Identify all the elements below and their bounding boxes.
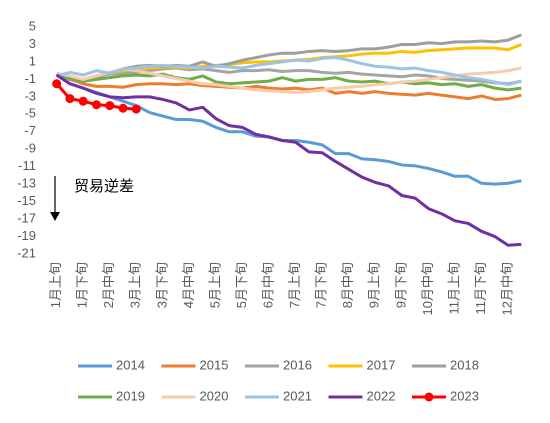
point [105,101,115,111]
x-tick-label: 11月下旬 [473,262,488,315]
legend-label: 2020 [200,388,229,403]
x-tick-label: 7月下旬 [314,262,329,308]
y-tick-label: -1 [24,71,36,86]
x-tick-label: 10月中旬 [420,262,435,315]
annotation-arrowhead [50,212,60,221]
x-tick-label: 9月下旬 [393,262,408,308]
x-tick-label: 1月下旬 [75,262,90,308]
x-tick-label: 8月中旬 [340,262,355,308]
y-tick-label: -15 [17,193,36,208]
series-line [56,71,522,101]
x-tick-label: 9月上旬 [367,262,382,308]
point [131,104,141,114]
x-tick-label: 6月中旬 [261,262,276,308]
legend-label: 2015 [200,357,229,372]
y-tick-label: -5 [24,106,36,121]
legend-label: 2019 [116,388,145,403]
series-line [56,56,522,87]
x-tick-label: 3月下旬 [154,262,169,308]
legend-label: 2016 [283,357,312,372]
series-line [56,72,522,92]
legend-label: 2021 [283,388,312,403]
legend-label: 2023 [450,388,479,403]
x-tick-label: 5月下旬 [234,262,249,308]
x-tick-label: 7月上旬 [287,262,302,308]
point [78,96,88,106]
x-tick-label: 12月中旬 [500,262,515,315]
point [65,94,75,104]
x-tick-label: 4月中旬 [181,262,196,308]
legend-label: 2017 [367,357,396,372]
annotation: 贸易逆差 [74,178,134,195]
series-line [55,73,522,247]
y-tick-label: 3 [29,36,36,51]
point [118,103,128,113]
point [91,100,101,110]
y-tick-label: -9 [24,141,36,156]
legend-label: 2018 [450,357,479,372]
series-line [56,66,522,94]
y-tick-label: -17 [17,211,36,226]
y-tick-label: 5 [29,18,36,33]
legend-marker [424,392,434,402]
y-tick-label: -3 [24,88,36,103]
y-tick-label: 1 [29,53,36,68]
y-tick-label: -19 [17,228,36,243]
y-tick-label: -21 [17,245,36,260]
x-tick-label: 11月上旬 [446,262,461,315]
x-tick-label: 1月上旬 [48,262,63,308]
y-tick-label: -7 [24,123,36,138]
y-tick-label: -13 [17,176,36,191]
x-tick-label: 2月中旬 [101,262,116,308]
legend-label: 2022 [367,388,396,403]
x-tick-label: 5月上旬 [207,262,222,308]
point [52,79,62,89]
x-tick-label: 3月上旬 [128,262,143,308]
legend-label: 2014 [116,357,145,372]
y-tick-label: -11 [18,158,36,173]
